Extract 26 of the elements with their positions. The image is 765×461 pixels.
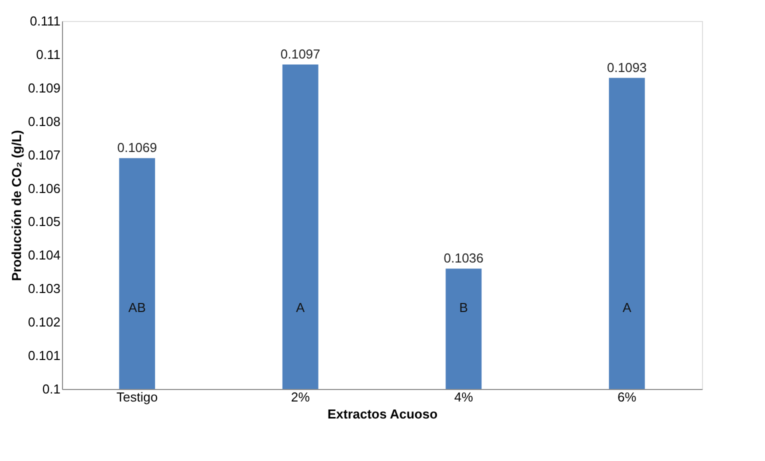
y-axis-title: Producción de CO₂ (g/L) bbox=[8, 130, 24, 281]
x-tick-label: 4% bbox=[454, 390, 474, 404]
data-label: 0.1097 bbox=[280, 46, 320, 62]
data-label: 0.1036 bbox=[444, 250, 484, 266]
y-tick-label: 0.106 bbox=[28, 180, 60, 196]
data-label: 0.1093 bbox=[607, 60, 647, 75]
x-tick-label: 2% bbox=[290, 390, 310, 404]
y-tick-label: 0.111 bbox=[30, 14, 60, 28]
y-tick-label: 0.11 bbox=[36, 46, 60, 62]
annotation: B bbox=[459, 300, 468, 316]
y-tick-label: 0.107 bbox=[28, 147, 60, 162]
y-tick-label: 0.108 bbox=[28, 114, 60, 129]
x-tick-label: Testigo bbox=[116, 390, 158, 404]
y-tick-label: 0.1 bbox=[42, 382, 60, 396]
x-axis-title: Extractos Acuoso bbox=[327, 406, 438, 422]
y-tick-label: 0.105 bbox=[28, 214, 60, 230]
y-tick-label: 0.104 bbox=[28, 248, 60, 263]
x-tick-label: 6% bbox=[618, 390, 637, 404]
y-tick-label: 0.109 bbox=[28, 80, 60, 96]
data-label: 0.1069 bbox=[117, 140, 157, 156]
annotation: A bbox=[622, 300, 632, 316]
annotation: AB bbox=[128, 300, 146, 316]
y-tick-label: 0.103 bbox=[28, 281, 60, 296]
y-tick-label: 0.102 bbox=[28, 314, 60, 330]
y-tick-label: 0.101 bbox=[28, 348, 60, 364]
annotation: A bbox=[296, 300, 306, 316]
